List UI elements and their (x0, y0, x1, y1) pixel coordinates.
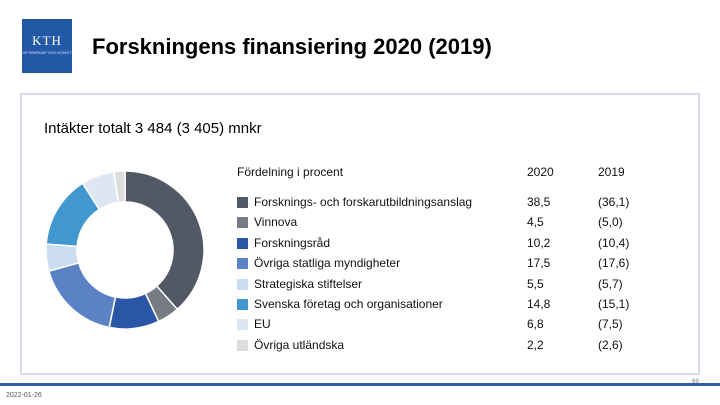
legend-label: Vinnova (254, 215, 298, 230)
legend-row: Övriga utländska 2,2 (2,6) (234, 336, 694, 356)
legend-swatch (237, 237, 248, 249)
value-2020: 4,5 (527, 215, 544, 230)
value-2019: (5,0) (598, 215, 623, 230)
footer-date: 2022-01-26 (6, 392, 42, 399)
legend-swatch (237, 197, 248, 208)
value-2019: (10,4) (598, 235, 630, 250)
page-title: Forskningens finansiering 2020 (2019) (92, 34, 492, 59)
legend-row: Svenska företag och organisationer 14,8 (1… (234, 295, 694, 315)
legend-label: EU (254, 317, 271, 332)
legend-header-row: Fördelning i procent 2020 2019 (234, 163, 694, 183)
value-2020: 17,5 (527, 256, 551, 271)
value-2019: (17,6) (598, 256, 630, 271)
value-2020: 5,5 (527, 276, 544, 291)
legend-header-label: Fördelning i procent (237, 165, 344, 179)
value-2020: 14,8 (527, 297, 551, 311)
legend-header-2019: 2019 (598, 165, 625, 179)
value-2019: (7,5) (598, 317, 623, 332)
legend-label: Övriga utländska (254, 337, 345, 352)
value-2019: (15,1) (598, 297, 630, 311)
legend-swatch (237, 278, 248, 290)
legend-label: Strategiska stiftelser (254, 276, 363, 291)
donut-slice-4 (47, 261, 117, 329)
legend-label: Övriga statliga myndigheter (254, 256, 401, 271)
value-2020: 38,5 (527, 195, 551, 209)
legend-row: Övriga statliga myndigheter 17,5 (17,6) (234, 254, 694, 274)
footer-line (0, 383, 720, 386)
legend-label: Forskningsråd (254, 235, 331, 250)
legend-label: Svenska företag och organisationer (254, 297, 443, 311)
donut-slice-1 (124, 170, 205, 311)
value-2019: (5,7) (598, 276, 623, 291)
page-number: 69 (692, 379, 699, 385)
value-2020: 2,2 (527, 337, 544, 352)
legend-swatch (237, 299, 248, 310)
logo-text: KTH (32, 33, 62, 48)
legend-swatch (237, 217, 248, 229)
legend-row: Forskningsråd 10,2 (10,4) (234, 234, 694, 254)
legend-row: Forsknings- och forskarutbildningsanslag… (234, 193, 694, 213)
content-box (20, 93, 700, 375)
logo-subtext: VETENSKAP OCH KONST (22, 50, 72, 55)
value-2019: (36,1) (598, 195, 630, 209)
legend-swatch (237, 319, 248, 331)
donut-slice-8 (113, 170, 126, 204)
legend-swatch (237, 339, 248, 351)
kth-logo: KTH VETENSKAP OCH KONST (22, 19, 72, 73)
legend-row: Vinnova 4,5 (5,0) (234, 213, 694, 233)
chart-subtitle: Intäkter totalt 3 484 (3 405) mnkr (44, 120, 262, 137)
legend-row: Strategiska stiftelser 5,5 (5,7) (234, 275, 694, 295)
legend-row: EU 6,8 (7,5) (234, 315, 694, 335)
legend-header-2020: 2020 (527, 165, 554, 179)
legend-label: Forsknings- och forskarutbildningsanslag (254, 195, 473, 209)
value-2020: 10,2 (527, 235, 551, 250)
value-2020: 6,8 (527, 317, 544, 332)
donut-chart (45, 170, 205, 330)
value-2019: (2,6) (598, 337, 623, 352)
legend-swatch (237, 258, 248, 270)
